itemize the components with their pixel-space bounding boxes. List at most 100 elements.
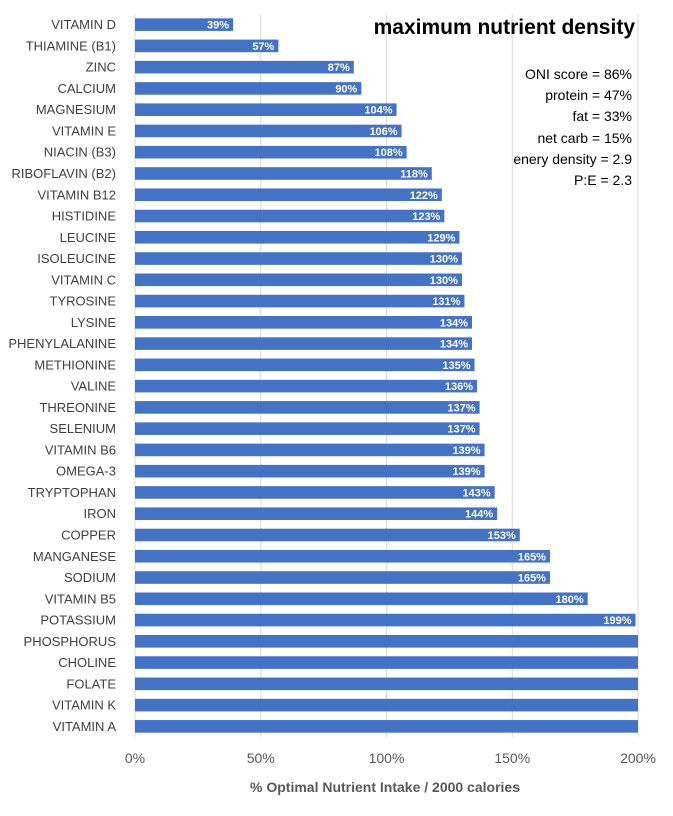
category-label: CHOLINE [58, 655, 116, 670]
data-label: 123% [412, 211, 440, 223]
annotation-box: ONI score = 86% protein = 47% fat = 33% … [450, 64, 632, 191]
category-label: SODIUM [64, 570, 116, 585]
annotation-fat: fat = 33% [572, 108, 632, 125]
data-label: 137% [447, 402, 475, 414]
category-label: VALINE [71, 379, 117, 394]
bar [135, 18, 234, 31]
data-label: 153% [488, 530, 516, 542]
bar [135, 294, 465, 308]
data-label: 129% [427, 232, 455, 244]
data-label: 139% [452, 466, 480, 478]
data-label: 134% [440, 317, 468, 329]
data-label: 122% [410, 190, 438, 202]
data-label: 139% [452, 445, 480, 457]
category-label: VITAMIN A [53, 719, 117, 734]
data-label: 118% [400, 168, 428, 180]
annotation-protein: protein = 47% [545, 87, 632, 104]
data-label: 135% [442, 360, 470, 372]
category-labels: VITAMIN D THIAMINE (B1) ZINC CALCIUM MAGNESI… [8, 17, 116, 734]
bar [135, 60, 354, 74]
x-tick-label: 50% [247, 750, 275, 766]
category-label: PHENYLALANINE [8, 336, 116, 351]
category-label: THREONINE [39, 400, 116, 415]
annotation-oni-score: ONI score = 86% [525, 66, 632, 82]
bar [135, 167, 432, 180]
bar [135, 82, 362, 95]
x-tick-labels: 0% 50% 100% 150% 200% [125, 750, 656, 766]
bar [135, 145, 407, 159]
data-label: 134% [440, 339, 468, 351]
bar [135, 635, 638, 648]
bar [135, 124, 402, 138]
x-tick-label: 100% [369, 750, 405, 766]
data-label: 106% [369, 126, 397, 138]
bar [135, 464, 485, 478]
data-label: 90% [335, 83, 357, 95]
data-label: 165% [518, 573, 546, 585]
bar [135, 209, 445, 223]
category-label: LYSINE [71, 315, 117, 330]
data-label: 104% [364, 105, 392, 117]
data-label: 144% [465, 509, 493, 521]
x-tick-label: 150% [494, 750, 530, 766]
annotation-energy-density: enery density = 2.9 [513, 150, 632, 167]
category-label: MAGNESIUM [36, 102, 116, 117]
data-label: 180% [556, 594, 584, 606]
category-label: VITAMIN E [52, 123, 116, 138]
category-label: COPPER [61, 527, 116, 542]
category-label: VITAMIN D [51, 17, 116, 32]
category-label: TRYPTOPHAN [28, 485, 116, 500]
category-label: VITAMIN K [52, 698, 116, 713]
data-label: 143% [463, 487, 491, 499]
category-label: METHIONINE [34, 357, 116, 372]
bar [135, 188, 442, 202]
bar [135, 422, 480, 435]
category-label: LEUCINE [60, 230, 117, 245]
data-label: 57% [252, 41, 274, 53]
category-label: OMEGA-3 [56, 464, 116, 479]
x-tick-label: 200% [620, 750, 656, 766]
data-label: 136% [445, 381, 473, 393]
bar [135, 549, 550, 563]
category-label: ISOLEUCINE [37, 251, 116, 266]
bar [135, 698, 638, 712]
bar [135, 443, 485, 457]
x-tick-label: 0% [125, 750, 145, 766]
category-label: CALCIUM [57, 81, 116, 96]
bar [135, 528, 520, 542]
x-axis-title: % Optimal Nutrient Intake / 2000 calorie… [250, 779, 520, 795]
annotation-net-carb: net carb = 15% [537, 129, 632, 146]
bar [135, 103, 397, 116]
bars: 39% 57% 87% 90% 104% 106% 108% 118% 122% 123% 129%… [135, 18, 638, 733]
data-label: 39% [207, 20, 229, 32]
data-label: 199% [603, 615, 631, 627]
bar [135, 486, 495, 499]
bar [135, 401, 480, 414]
bar [135, 720, 638, 733]
annotation-pe-ratio: P:E = 2.3 [574, 172, 632, 189]
bar [135, 337, 473, 350]
bar [135, 677, 638, 691]
category-label: VITAMIN B12 [37, 187, 116, 202]
bar [135, 39, 279, 53]
bar [135, 656, 638, 669]
category-label: VITAMIN B5 [45, 591, 116, 606]
category-label: ZINC [86, 60, 116, 75]
category-label: PHOSPHORUS [24, 634, 117, 649]
data-label: 165% [518, 551, 546, 563]
bar [135, 613, 636, 627]
bar [135, 379, 478, 393]
bar [135, 316, 473, 329]
category-label: RIBOFLAVIN (B2) [11, 166, 116, 181]
category-label: VITAMIN C [51, 272, 116, 287]
category-label: TYROSINE [50, 294, 117, 309]
data-label: 137% [447, 424, 475, 436]
category-label: HISTIDINE [52, 209, 117, 224]
bar [135, 571, 550, 584]
chart-title: maximum nutrient density [373, 16, 635, 39]
data-label: 87% [328, 62, 350, 74]
bar [135, 592, 588, 606]
category-label: IRON [84, 506, 117, 521]
bar [135, 230, 460, 244]
